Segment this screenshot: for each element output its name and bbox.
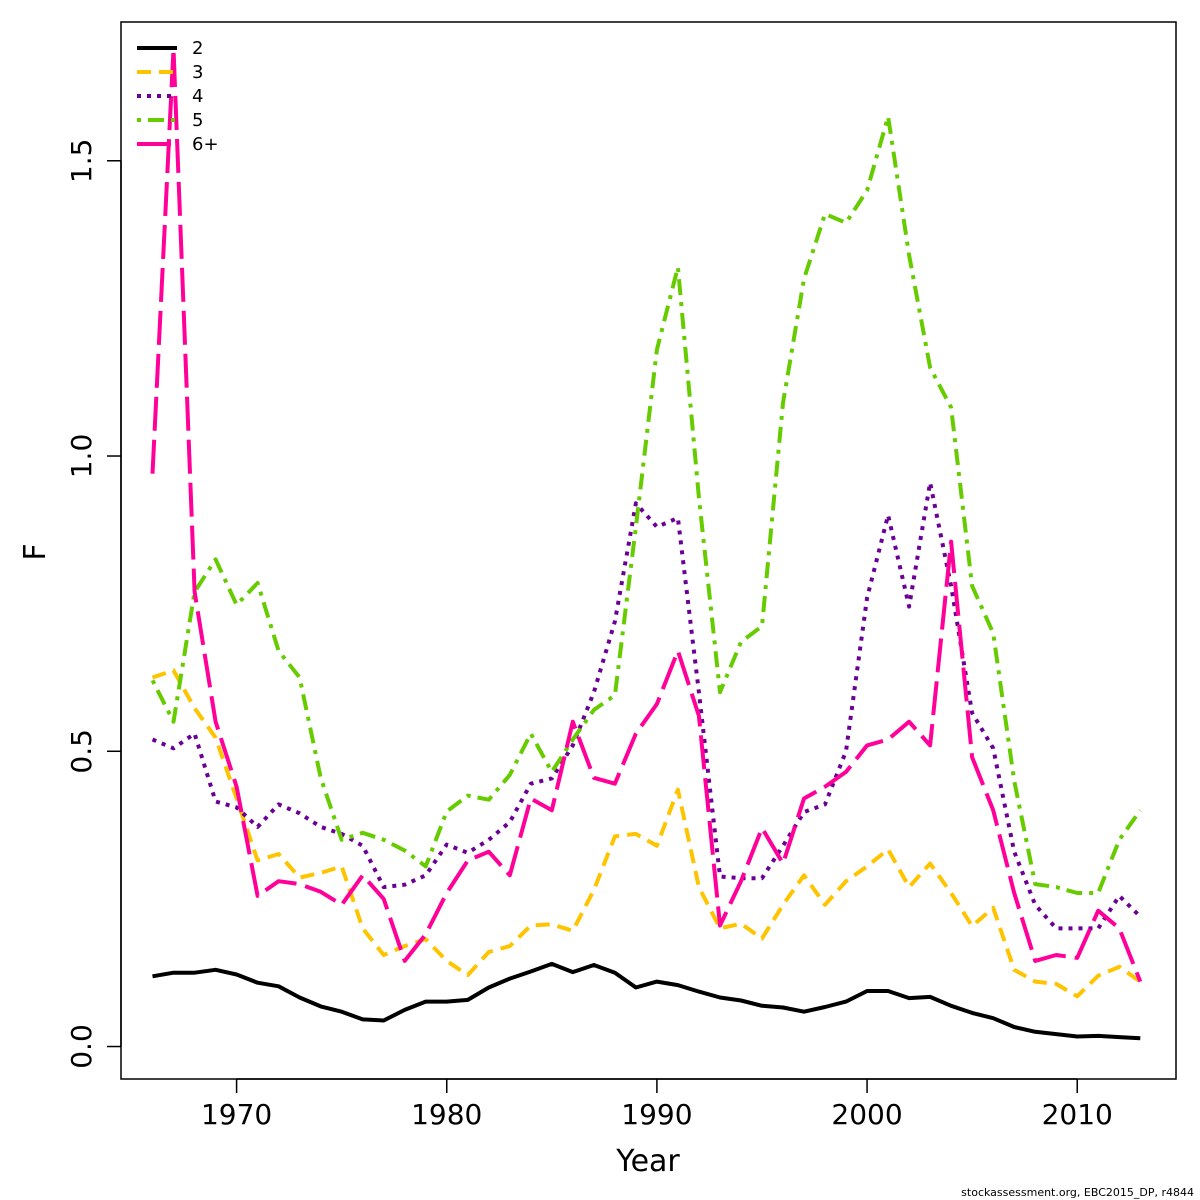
x-tick-label: 1970 [201,1098,272,1131]
series-layer [150,46,1143,1041]
series-line-1 [152,961,1141,1041]
y-tick-label: 1.0 [65,434,98,479]
x-tick-label: 2010 [1042,1098,1113,1131]
x-tick-label: 2000 [831,1098,902,1131]
legend-label: 5 [192,110,203,131]
legend-label: 6+ [192,134,219,155]
series-line-3 [151,480,1142,931]
y-tick-label: 0.0 [65,1024,98,1069]
legend-label: 3 [192,62,203,83]
footer-note: stockassessment.org, EBC2015_DP, r4844 [961,1186,1194,1199]
series-line-4 [150,114,1142,895]
x-tick-label: 1990 [621,1098,692,1131]
plot-frame [120,21,1177,1080]
series-line-5 [150,46,1143,983]
x-tick-label: 1980 [411,1098,482,1131]
y-axis-title: F [18,543,53,560]
y-tick-label: 0.5 [65,729,98,774]
x-axis-title: Year [615,1144,680,1179]
legend-label: 4 [192,86,203,107]
y-axis: 0.0 0.5 1.0 1.5 [65,139,122,1069]
legend: 2 3 4 5 6+ [137,38,219,155]
y-tick-label: 1.5 [65,139,98,184]
legend-label: 2 [192,38,203,59]
x-axis: 1970 1980 1990 2000 2010 [201,1078,1113,1131]
